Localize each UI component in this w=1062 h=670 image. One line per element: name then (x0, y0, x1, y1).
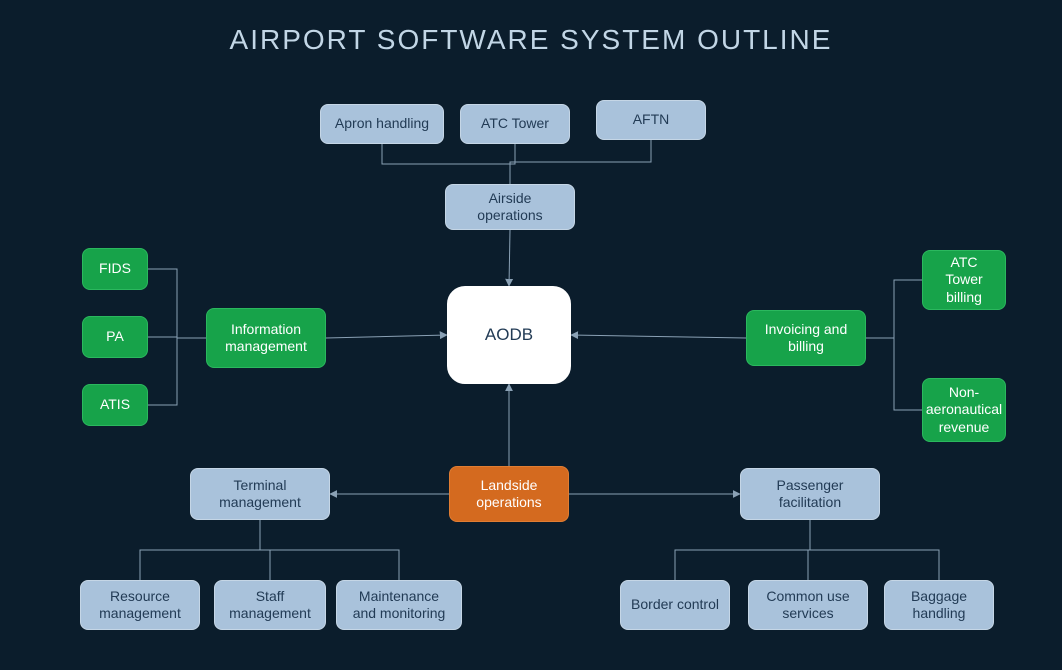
page-title: AIRPORT SOFTWARE SYSTEM OUTLINE (0, 24, 1062, 56)
node-label: Common use services (759, 588, 857, 623)
node-label: Apron handling (335, 115, 429, 133)
edge-non-aero-invoicing (866, 338, 922, 410)
node-resource: Resource management (80, 580, 200, 630)
edge-atis-info-mgmt (148, 338, 206, 405)
edge-pa-info-mgmt (148, 337, 206, 338)
node-label: Resource management (91, 588, 189, 623)
node-atc-bill: ATC Tower billing (922, 250, 1006, 310)
node-pax-fac: Passenger facilitation (740, 468, 880, 520)
edge-aftn-airside (510, 140, 651, 184)
node-info-mgmt: Information management (206, 308, 326, 368)
node-label: ATC Tower (481, 115, 549, 133)
edge-maint-term-mgmt (260, 520, 399, 580)
edge-fids-info-mgmt (148, 269, 206, 338)
node-maint: Maintenance and monitoring (336, 580, 462, 630)
node-label: Terminal management (201, 477, 319, 512)
edge-baggage-pax-fac (810, 520, 939, 580)
node-label: PA (106, 328, 124, 346)
node-fids: FIDS (82, 248, 148, 290)
edge-info-mgmt-aodb (326, 335, 447, 338)
edge-atc-bill-invoicing (866, 280, 922, 338)
node-border: Border control (620, 580, 730, 630)
diagram-canvas: AIRPORT SOFTWARE SYSTEM OUTLINE Apron ha… (0, 0, 1062, 670)
node-label: Landside operations (460, 477, 558, 512)
node-landside: Landside operations (449, 466, 569, 522)
node-atc-tower: ATC Tower (460, 104, 570, 144)
node-airside: Airside operations (445, 184, 575, 230)
node-label: ATIS (100, 396, 130, 414)
node-aftn: AFTN (596, 100, 706, 140)
edge-resource-term-mgmt (140, 520, 260, 580)
node-atis: ATIS (82, 384, 148, 426)
node-baggage: Baggage handling (884, 580, 994, 630)
node-apron: Apron handling (320, 104, 444, 144)
node-label: Border control (631, 596, 719, 614)
node-label: Airside operations (456, 190, 564, 225)
node-aodb: AODB (447, 286, 571, 384)
node-label: Passenger facilitation (751, 477, 869, 512)
node-label: ATC Tower billing (933, 254, 995, 307)
node-common-use: Common use services (748, 580, 868, 630)
node-label: FIDS (99, 260, 131, 278)
node-pa: PA (82, 316, 148, 358)
edge-common-use-pax-fac (808, 520, 810, 580)
node-label: Information management (217, 321, 315, 356)
edge-apron-airside (382, 144, 510, 184)
edge-airside-aodb (509, 230, 510, 286)
node-label: Baggage handling (895, 588, 983, 623)
edge-invoicing-aodb (571, 335, 746, 338)
node-staff: Staff management (214, 580, 326, 630)
edge-atc-tower-airside (510, 144, 515, 184)
node-label: Maintenance and monitoring (347, 588, 451, 623)
node-label: AFTN (633, 111, 670, 129)
node-non-aero: Non-aeronautical revenue (922, 378, 1006, 442)
node-label: Staff management (225, 588, 315, 623)
edge-border-pax-fac (675, 520, 810, 580)
node-term-mgmt: Terminal management (190, 468, 330, 520)
node-label: Invoicing and billing (757, 321, 855, 356)
node-label: Non-aeronautical revenue (926, 384, 1002, 437)
edge-staff-term-mgmt (260, 520, 270, 580)
node-label: AODB (485, 324, 533, 345)
node-invoicing: Invoicing and billing (746, 310, 866, 366)
